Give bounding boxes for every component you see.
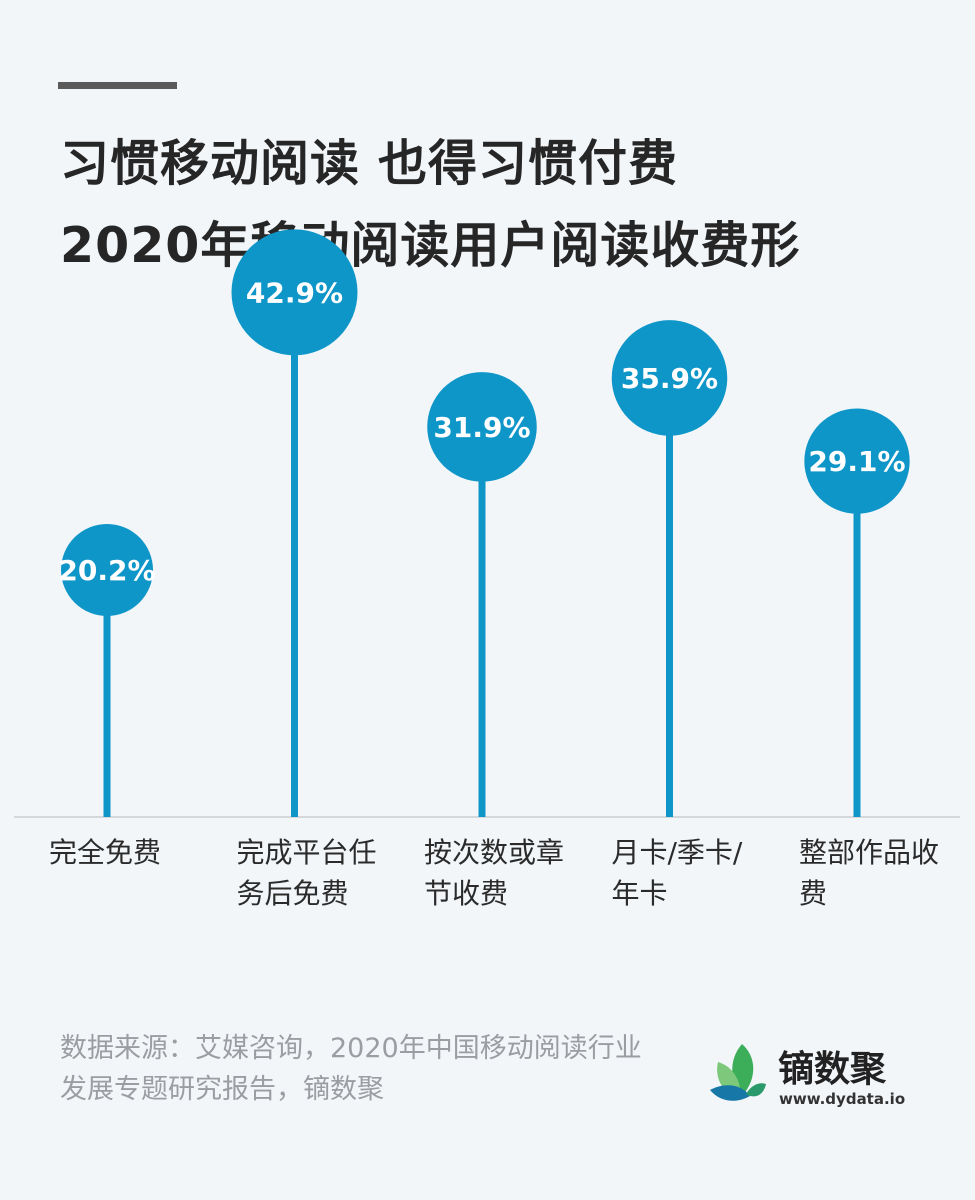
lollipop-head [611, 320, 728, 436]
value-label: 35.9% [621, 362, 718, 395]
lollipop-head [804, 408, 910, 514]
category-label: 整部作品收费 [799, 836, 940, 910]
value-label: 31.9% [433, 411, 530, 444]
category-label: 月卡/季卡/年卡 [611, 836, 743, 910]
title-accent-rule [58, 82, 177, 89]
category-label: 按次数或章节收费 [424, 836, 565, 910]
data-source-note: 数据来源：艾媒咨询，2020年中国移动阅读行业发展专题研究报告，镝数聚 [60, 1033, 642, 1105]
lollipop-head [231, 229, 358, 356]
page-subtitle: 2020年移动阅读用户阅读收费形 [60, 217, 801, 274]
brand-name: 镝数聚 [778, 1049, 887, 1090]
value-label: 29.1% [808, 445, 905, 478]
value-label: 42.9% [246, 276, 343, 309]
value-label: 20.2% [58, 554, 155, 587]
page-title: 习惯移动阅读 也得习惯付费 [60, 135, 679, 192]
category-label: 完成平台任务后免费 [236, 836, 377, 910]
leaf-logo-icon [710, 1044, 766, 1101]
brand-url: www.dydata.io [779, 1090, 906, 1108]
lollipop-head [61, 523, 153, 616]
brand-block: 镝数聚 www.dydata.io [708, 1038, 928, 1118]
category-label: 完全免费 [49, 836, 162, 869]
lollipop-head [427, 372, 537, 482]
